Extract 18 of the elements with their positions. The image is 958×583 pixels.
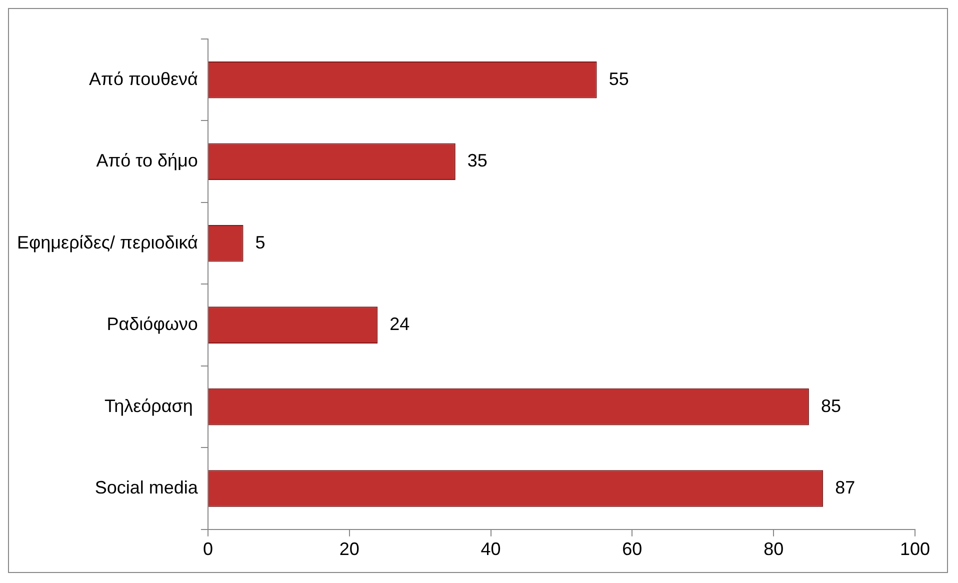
x-tick-label: 100 (900, 539, 930, 560)
y-tick-label: Εφημερίδες/ περιοδικά (16, 232, 198, 252)
y-tick-label: Τηλεόραση (104, 396, 198, 416)
x-tick-label: 80 (764, 539, 784, 560)
data-label: 5 (255, 232, 266, 252)
data-label: 87 (835, 478, 856, 498)
x-tick-label: 60 (622, 539, 642, 560)
data-label: 85 (820, 396, 841, 416)
x-tick-label: 0 (202, 539, 213, 560)
x-tick-label: 40 (480, 539, 501, 560)
y-tick-label: Social media (94, 478, 199, 498)
y-tick-label: Από πουθενά (89, 68, 198, 89)
data-label: 24 (390, 314, 410, 334)
data-label: 55 (608, 68, 629, 89)
data-label: 35 (467, 150, 488, 171)
x-tick-label: 20 (339, 539, 360, 560)
y-tick-label: Ραδιόφωνο (106, 314, 198, 334)
y-tick-label: Από το δήμο (96, 150, 198, 171)
